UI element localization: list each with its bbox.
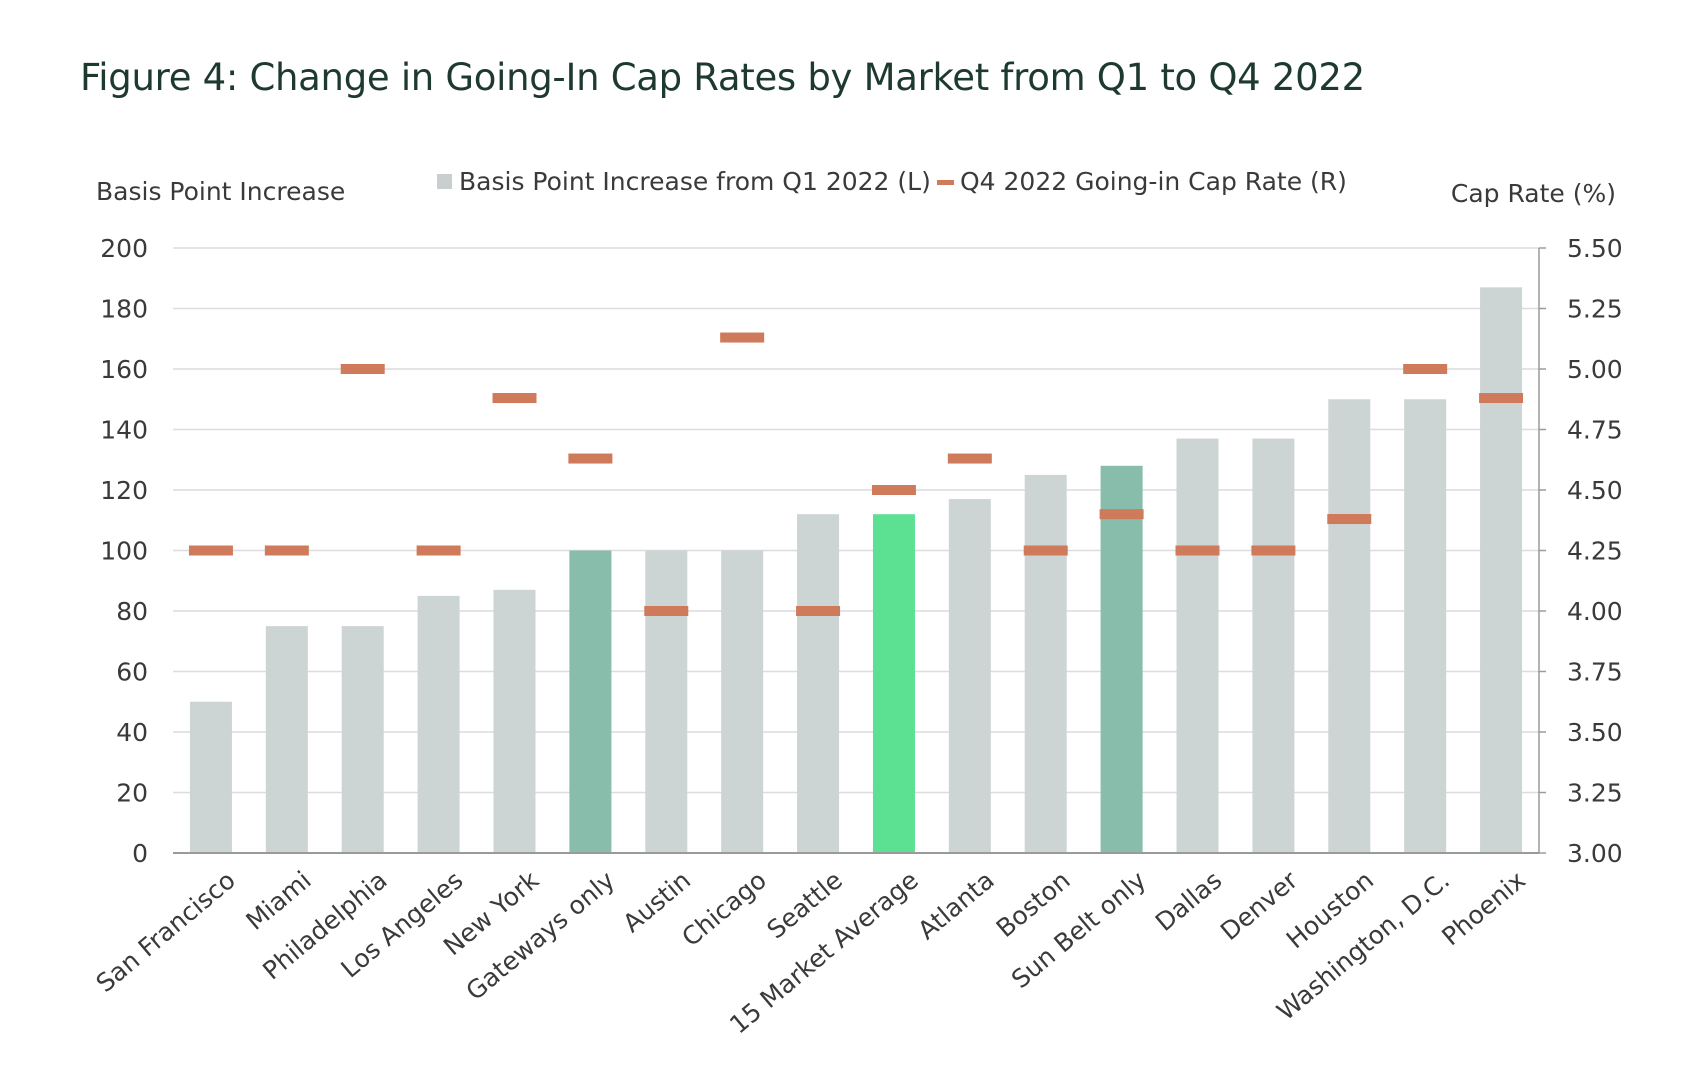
left-tick-label: 120 [100, 476, 148, 505]
bar [797, 514, 840, 853]
cap-rate-marker [416, 545, 461, 556]
bar [265, 626, 308, 853]
bar [1252, 438, 1295, 853]
right-tick-label: 4.75 [1567, 416, 1623, 445]
legend-bar-label: Basis Point Increase from Q1 2022 (L) [459, 167, 931, 196]
right-tick-label: 4.00 [1567, 597, 1623, 626]
legend-marker-label: Q4 2022 Going-in Cap Rate (R) [960, 167, 1347, 196]
bar [1404, 399, 1447, 853]
category-label: Chicago [676, 865, 772, 952]
bar [341, 626, 384, 853]
right-axis-label: Cap Rate (%) [1451, 179, 1616, 208]
cap-rate-marker [340, 364, 385, 374]
axes [173, 247, 1546, 854]
cap-rate-marker [1327, 514, 1372, 525]
cap-rate-marker [1479, 393, 1524, 404]
cap-rate-marker [264, 545, 309, 556]
bars [189, 287, 1523, 853]
right-tick-label: 3.50 [1567, 718, 1623, 747]
category-label: San Francisco [91, 865, 241, 998]
bar [948, 499, 991, 853]
cap-rate-marker [1175, 545, 1220, 556]
cap-rate-marker [188, 545, 233, 556]
left-axis-label: Basis Point Increase [96, 177, 345, 206]
bar [1328, 399, 1371, 853]
category-label: Sun Belt only [1006, 865, 1152, 994]
bar [189, 701, 232, 853]
cap-rate-marker [947, 453, 992, 464]
bar [1024, 474, 1067, 853]
left-tick-label: 100 [100, 537, 148, 566]
right-tick-label: 5.25 [1567, 295, 1623, 324]
gridlines [173, 247, 1539, 794]
left-tick-label: 160 [100, 355, 148, 384]
bar [1100, 465, 1143, 853]
right-tick-label: 3.75 [1567, 658, 1623, 687]
bar [872, 514, 915, 853]
left-tick-label: 20 [116, 779, 148, 808]
left-tick-label: 40 [116, 718, 148, 747]
right-tick-label: 3.25 [1567, 779, 1623, 808]
left-tick-label: 60 [116, 658, 148, 687]
cap-rate-marker [1099, 509, 1144, 520]
bar [417, 595, 460, 853]
cap-rate-markers [188, 332, 1524, 616]
left-tick-label: 180 [100, 295, 148, 324]
bar [493, 589, 536, 853]
bar [1176, 438, 1219, 853]
legend-bar-swatch [437, 174, 452, 189]
cap-rate-marker [492, 393, 537, 404]
cap-rate-marker [1403, 364, 1448, 374]
category-label: Atlanta [912, 865, 999, 945]
left-tick-label: 140 [100, 416, 148, 445]
cap-rate-marker [644, 606, 689, 616]
right-tick-label: 4.50 [1567, 476, 1623, 505]
right-tick-label: 5.00 [1567, 355, 1623, 384]
cap-rate-marker [796, 606, 841, 616]
legend-marker-swatch [937, 180, 954, 185]
left-tick-label: 200 [100, 234, 148, 263]
cap-rate-marker [871, 485, 916, 495]
left-axis-ticks: 0 20 40 60 80 100 120 140 160 180 200 [100, 234, 148, 868]
bar [1480, 287, 1523, 853]
page-title: Figure 4: Change in Going-In Cap Rates b… [80, 56, 1365, 99]
left-tick-label: 80 [116, 597, 148, 626]
left-tick-label: 0 [132, 839, 148, 868]
bar [721, 550, 764, 853]
cap-rate-marker [1023, 545, 1068, 556]
right-tick-label: 4.25 [1567, 537, 1623, 566]
category-label: Phoenix [1436, 865, 1531, 951]
legend: Basis Point Increase from Q1 2022 (L) Q4… [437, 167, 1347, 196]
cap-rate-marker [1251, 545, 1296, 556]
right-axis-ticks: 3.00 3.25 3.50 3.75 4.00 4.25 4.50 4.75 5.00 5.25… [1567, 234, 1623, 868]
cap-rate-marker [720, 332, 765, 343]
bar [645, 550, 688, 853]
right-tick-label: 3.00 [1567, 839, 1623, 868]
cap-rate-marker [568, 453, 613, 464]
bar [569, 550, 612, 853]
right-tick-label: 5.50 [1567, 234, 1623, 263]
